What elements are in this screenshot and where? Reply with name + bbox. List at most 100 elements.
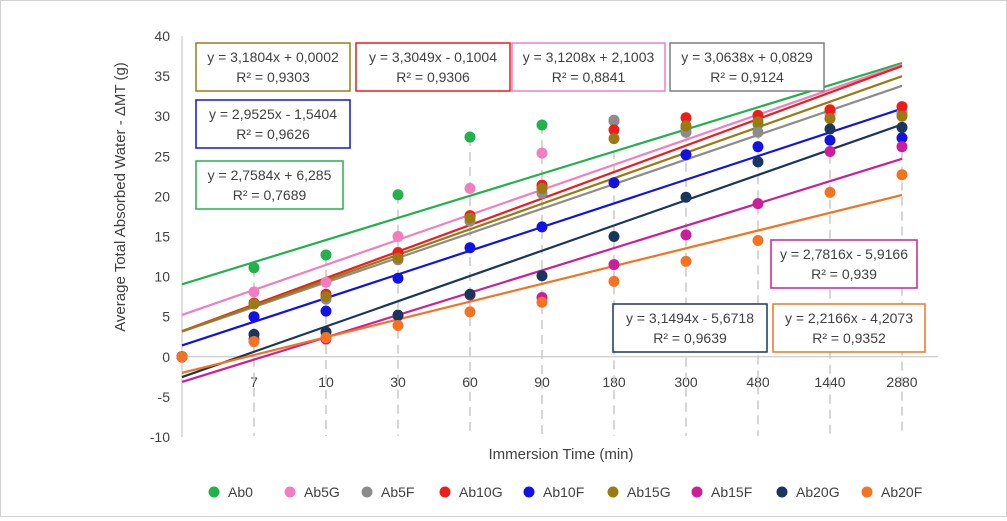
data-point-ab5g xyxy=(392,231,404,242)
trendline-annotations: y = 3,1804x + 0,0002 R² = 0,9303 y = 3,304… xyxy=(195,42,926,353)
trendline-equation: y = 2,9525x - 1,5404 xyxy=(209,106,337,122)
trendline-ab0 xyxy=(181,61,903,286)
data-point-ab10f xyxy=(248,311,260,323)
x-axis-title: Immersion Time (min) xyxy=(488,446,633,463)
data-point-ab5f xyxy=(752,126,764,138)
r-squared-label: R² = 0,9306 xyxy=(396,69,470,85)
annotation-ab15g: y = 3,1804x + 0,0002 R² = 0,9303 xyxy=(195,42,351,92)
annotation-ab20g: y = 3,1494x - 5,6718 R² = 0,9639 xyxy=(612,303,768,353)
annotation-ab5g: y = 3,1208x + 2,1003 R² = 0,8841 xyxy=(511,42,666,92)
legend-label-ab10f: Ab10F xyxy=(543,484,584,500)
annotation-ab0: y = 2,7584x + 6,285 R² = 0,7689 xyxy=(195,160,344,210)
data-point-ab5g xyxy=(536,147,548,159)
y-axis-title: Average Total Absorbed Water - ΔMT (g) xyxy=(112,62,129,332)
legend-marker-ab5f xyxy=(361,486,373,498)
legend-marker-ab0 xyxy=(208,486,220,498)
r-squared-label: R² = 0,7689 xyxy=(233,187,307,203)
data-point-ab20f xyxy=(176,351,188,363)
legend-marker-ab20g xyxy=(776,486,788,498)
data-point-ab0 xyxy=(320,249,332,261)
legend-label-ab15g: Ab15G xyxy=(627,484,671,500)
legend-label-ab5f: Ab5F xyxy=(381,484,414,500)
data-point-ab5g xyxy=(248,286,260,298)
trendline-ab5f xyxy=(181,84,903,333)
annotation-ab20f: y = 2,2166x - 4,2073 R² = 0,9352 xyxy=(772,303,926,353)
legend-label-ab10g: Ab10G xyxy=(459,484,503,500)
legend-label-ab0: Ab0 xyxy=(228,484,253,500)
trendline-equation: y = 2,2166x - 4,2073 xyxy=(785,310,913,326)
r-squared-label: R² = 0,939 xyxy=(811,266,877,282)
data-point-ab10g xyxy=(824,104,836,116)
data-point-ab10g xyxy=(680,112,692,124)
y-tick-label: 10 xyxy=(154,269,170,285)
x-tick-label: 7 xyxy=(250,374,258,390)
data-point-ab20f xyxy=(248,336,260,348)
data-point-ab20f xyxy=(392,320,404,332)
y-tick-label: 0 xyxy=(162,349,170,365)
y-tick-label: -5 xyxy=(158,389,171,405)
x-tick-label: 480 xyxy=(746,374,770,390)
data-point-ab15g xyxy=(752,116,764,128)
trendline-ab15g xyxy=(181,75,903,333)
data-point-ab20g xyxy=(608,231,620,242)
annotation-box xyxy=(612,303,768,353)
y-tick-label: 35 xyxy=(154,68,170,84)
y-tick-label: 20 xyxy=(154,188,170,204)
trendline-equation: y = 2,7816x - 5,9166 xyxy=(780,246,908,262)
data-point-ab20f xyxy=(464,306,476,318)
data-point-ab10f xyxy=(680,149,692,161)
data-point-ab10f xyxy=(824,134,836,146)
trendline-ab20f xyxy=(181,193,903,374)
data-point-ab20g xyxy=(896,121,908,133)
data-point-ab0 xyxy=(392,189,404,201)
data-point-ab5f xyxy=(608,114,620,126)
annotation-ab15f: y = 2,7816x - 5,9166 R² = 0,939 xyxy=(770,239,918,289)
data-point-ab5g xyxy=(464,182,476,194)
y-tick-label: 5 xyxy=(162,309,170,325)
data-point-ab20f xyxy=(896,169,908,181)
data-point-ab20f xyxy=(320,332,332,344)
data-point-ab15g xyxy=(392,252,404,264)
data-point-ab15g xyxy=(536,182,548,194)
y-tick-label: 25 xyxy=(154,148,170,164)
legend-marker-ab10g xyxy=(439,486,451,498)
data-point-ab10f xyxy=(536,221,548,233)
trendline-equation: y = 3,3049x - 0,1004 xyxy=(369,49,497,65)
data-point-ab15g xyxy=(680,120,692,132)
data-points xyxy=(176,101,908,363)
legend-label-ab20f: Ab20F xyxy=(881,484,922,500)
r-squared-label: R² = 0,9303 xyxy=(236,69,310,85)
data-point-ab15g xyxy=(248,298,260,310)
data-point-ab15g xyxy=(824,113,836,125)
trendline-equation: y = 3,0638x + 0,0829 xyxy=(681,49,813,65)
data-point-ab20f xyxy=(608,275,620,287)
trendline-equation: y = 3,1208x + 2,1003 xyxy=(523,49,655,65)
data-point-ab0 xyxy=(464,131,476,143)
x-tick-label: 300 xyxy=(674,374,698,390)
data-point-ab10f xyxy=(752,141,764,153)
trendline-ab20g xyxy=(181,123,903,379)
annotation-box xyxy=(355,42,511,92)
annotation-ab10f: y = 2,9525x - 1,5404 R² = 0,9626 xyxy=(195,99,351,149)
annotation-box xyxy=(195,99,351,149)
annotation-box xyxy=(511,42,666,92)
legend: Ab0 Ab5G Ab5F Ab10G Ab10F Ab15G Ab15F Ab20G Ab20… xyxy=(208,484,922,500)
data-point-ab10f xyxy=(392,272,404,284)
data-point-ab15f xyxy=(824,145,836,157)
data-point-ab20g xyxy=(536,270,548,282)
annotation-box xyxy=(772,303,926,353)
trendline-equation: y = 3,1804x + 0,0002 xyxy=(207,49,339,65)
data-point-ab20f xyxy=(536,296,548,308)
data-point-ab10f xyxy=(608,177,620,189)
data-point-ab15g xyxy=(320,291,332,303)
data-point-ab15f xyxy=(896,141,908,153)
legend-marker-ab5g xyxy=(284,486,296,498)
y-tick-label: 30 xyxy=(154,108,170,124)
legend-marker-ab15g xyxy=(607,486,619,498)
data-point-ab15f xyxy=(752,198,764,210)
data-point-ab20f xyxy=(752,235,764,247)
data-point-ab20g xyxy=(752,156,764,168)
